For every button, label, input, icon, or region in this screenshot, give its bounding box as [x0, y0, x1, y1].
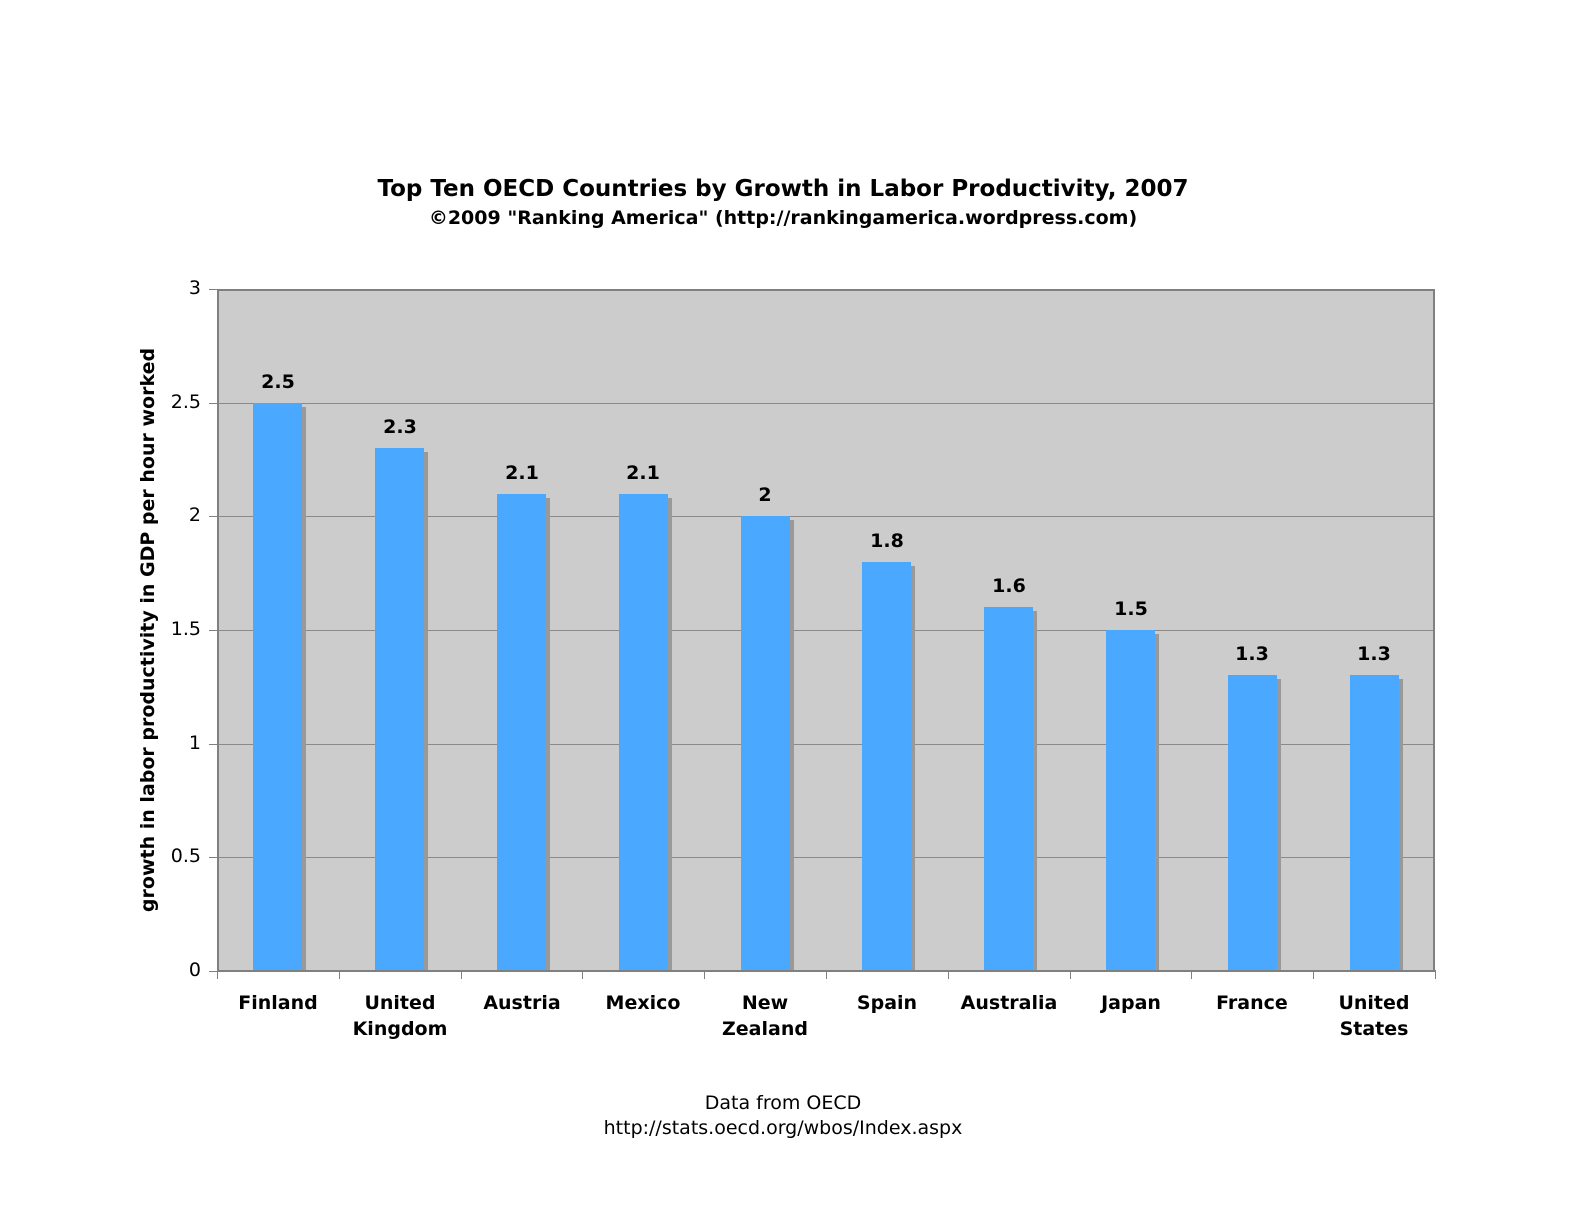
- x-tick-label: New Zealand: [722, 992, 808, 1040]
- y-tick-label: 3: [188, 277, 201, 299]
- value-label: 1.3: [1235, 643, 1269, 665]
- bar-finland: [253, 403, 302, 970]
- value-label: 2: [758, 484, 772, 506]
- value-label: 2.1: [505, 462, 539, 484]
- y-tick-label: 2: [188, 504, 201, 526]
- gridline: [219, 402, 1433, 404]
- y-tick-label: 2.5: [170, 391, 201, 413]
- x-tick-label: Spain: [856, 992, 918, 1014]
- x-tick: [948, 971, 949, 979]
- y-tick: [209, 403, 217, 404]
- x-tick-label: Mexico: [605, 992, 681, 1014]
- x-tick-label: Japan: [1101, 992, 1161, 1014]
- x-tick: [1435, 971, 1436, 979]
- x-tick: [1070, 971, 1071, 979]
- bar-austria: [497, 494, 546, 970]
- chart-title: Top Ten OECD Countries by Growth in Labo…: [377, 176, 1189, 202]
- bar-new-zealand: [741, 516, 790, 970]
- x-tick-label: United States: [1338, 992, 1410, 1040]
- gridline: [219, 630, 1433, 631]
- gridline: [219, 857, 1433, 859]
- y-tick: [209, 516, 217, 517]
- y-tick-label: 0: [188, 959, 201, 981]
- y-tick-label: 1: [188, 732, 201, 754]
- x-tick: [582, 971, 583, 979]
- y-tick-label: 0.5: [170, 845, 201, 867]
- bar-france: [1228, 675, 1277, 970]
- value-label: 1.3: [1357, 643, 1391, 665]
- value-label: 2.3: [383, 416, 417, 438]
- x-tick-label: Australia: [960, 992, 1058, 1014]
- x-tick: [339, 971, 340, 979]
- value-label: 2.1: [626, 462, 660, 484]
- y-tick: [209, 744, 217, 745]
- value-label: 1.6: [992, 575, 1026, 597]
- x-tick: [217, 971, 218, 979]
- x-tick-label: United Kingdom: [352, 992, 448, 1040]
- bar-australia: [984, 607, 1033, 970]
- footer-source: Data from OECD: [704, 1092, 862, 1114]
- value-label: 1.5: [1114, 598, 1148, 620]
- gridline: [219, 516, 1433, 518]
- y-tick: [209, 289, 217, 290]
- bar-japan: [1106, 630, 1155, 970]
- y-tick: [209, 857, 217, 858]
- x-tick: [461, 971, 462, 979]
- x-tick: [1191, 971, 1192, 979]
- value-label: 1.8: [870, 530, 904, 552]
- footer-url: http://stats.oecd.org/wbos/Index.aspx: [603, 1117, 963, 1139]
- bar-mexico: [619, 494, 668, 970]
- chart-subtitle: ©2009 "Ranking America" (http://rankinga…: [428, 207, 1138, 229]
- y-tick-label: 1.5: [170, 618, 201, 640]
- y-tick: [209, 630, 217, 631]
- gridline: [219, 743, 1433, 745]
- bar-united-kingdom: [375, 448, 424, 970]
- bar-spain: [862, 562, 911, 970]
- value-label: 2.5: [261, 371, 295, 393]
- x-tick-label: Austria: [483, 992, 561, 1014]
- x-tick: [704, 971, 705, 979]
- bar-united-states: [1350, 675, 1399, 970]
- y-tick: [209, 971, 217, 972]
- x-tick: [826, 971, 827, 979]
- x-tick: [1313, 971, 1314, 979]
- x-tick-label: Finland: [238, 992, 318, 1014]
- x-tick-label: France: [1216, 992, 1288, 1014]
